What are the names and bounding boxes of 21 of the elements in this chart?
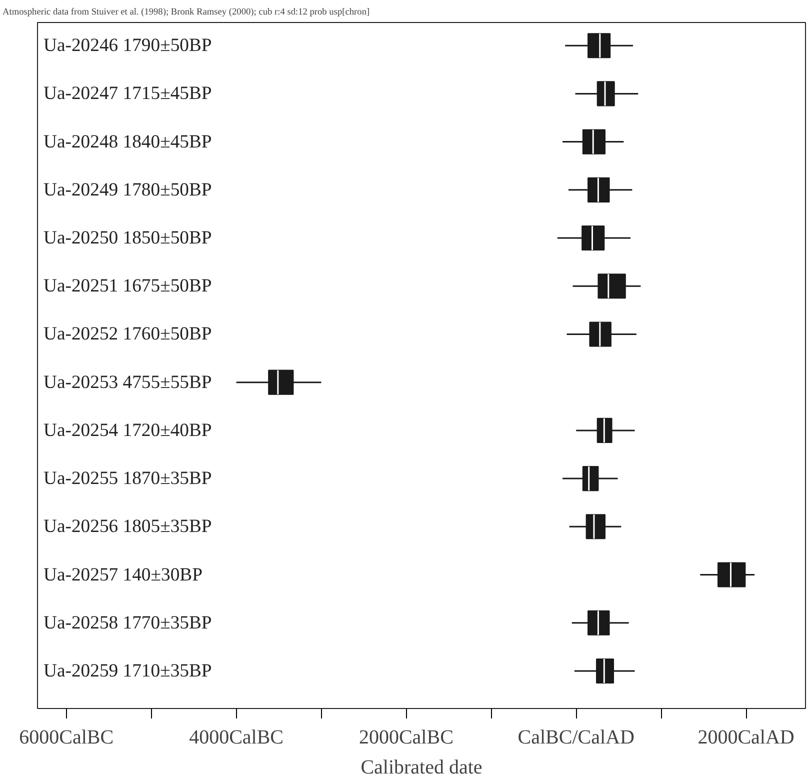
- y-tick-label: Ua-20252 1760±50BP: [44, 324, 212, 345]
- y-tick-label: Ua-20254 1720±40BP: [44, 420, 212, 441]
- x-tick-label: 2000CalBC: [358, 726, 454, 748]
- y-tick-label: Ua-20259 1710±35BP: [44, 660, 212, 682]
- x-tick-label: 2000CalAD: [698, 726, 794, 748]
- x-tick-label: 6000CalBC: [19, 726, 114, 748]
- y-tick-label: Ua-20255 1870±35BP: [44, 468, 212, 490]
- y-tick-label: Ua-20251 1675±50BP: [44, 276, 212, 297]
- y-tick-label: Ua-20246 1790±50BP: [44, 35, 212, 56]
- y-tick-label: Ua-20248 1840±45BP: [44, 131, 212, 152]
- x-tick-label: CalBC/CalAD: [518, 726, 634, 748]
- y-tick-label: Ua-20253 4755±55BP: [44, 372, 212, 393]
- y-tick-label: Ua-20256 1805±35BP: [44, 516, 212, 538]
- x-axis-title: Calibrated date: [360, 756, 482, 778]
- y-tick-label: Ua-20249 1780±50BP: [44, 179, 212, 200]
- y-tick-label: Ua-20250 1850±50BP: [44, 228, 212, 249]
- y-tick-label: Ua-20258 1770±35BP: [44, 612, 212, 634]
- x-tick-label: 4000CalBC: [189, 726, 284, 748]
- y-tick-label: Ua-20257 140±30BP: [44, 564, 202, 586]
- y-tick-label: Ua-20247 1715±45BP: [44, 83, 212, 104]
- chart-title: Atmospheric data from Stuiver et al. (1998); Bronk Ramsey (2000); cub r:4 sd:12 prob usp[chron]: [2, 8, 370, 18]
